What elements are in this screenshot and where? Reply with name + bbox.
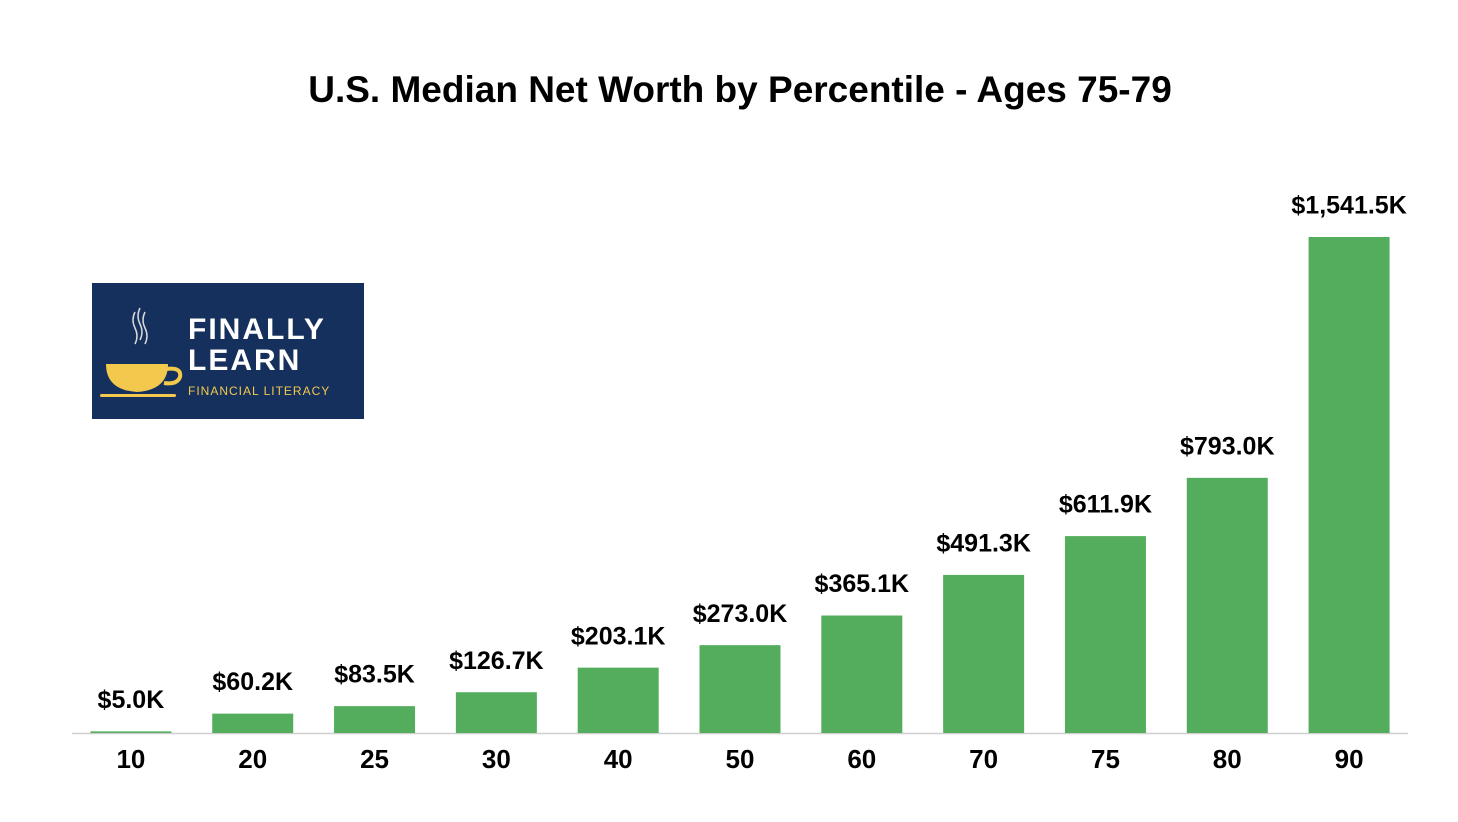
logo-tagline: FINANCIAL LITERACY: [188, 384, 330, 398]
bar: [455, 692, 537, 733]
x-tick-label: 50: [726, 744, 755, 774]
bar: [577, 667, 659, 733]
bar: [1186, 477, 1268, 733]
x-tick-label: 20: [238, 744, 267, 774]
x-tick-label: 60: [847, 744, 876, 774]
bar: [1308, 237, 1390, 733]
logo-cup-handle: [163, 366, 183, 386]
logo: FINALLY LEARN FINANCIAL LITERACY: [92, 283, 364, 419]
logo-steam: [132, 307, 148, 345]
value-label: $491.3K: [936, 530, 1031, 558]
value-label: $83.5K: [334, 661, 415, 689]
value-label: $203.1K: [571, 622, 666, 650]
x-tick-label: 80: [1213, 744, 1242, 774]
bar: [90, 731, 172, 733]
logo-cup: [106, 364, 168, 392]
x-tick-label: 30: [482, 744, 511, 774]
x-tick-label: 75: [1091, 744, 1120, 774]
bar: [1064, 536, 1146, 733]
value-label: $1,541.5K: [1291, 192, 1406, 220]
bar: [943, 574, 1025, 733]
bar: [334, 706, 416, 733]
x-tick-label: 25: [360, 744, 389, 774]
x-tick-label: 10: [116, 744, 145, 774]
bar: [212, 713, 294, 733]
logo-saucer: [100, 394, 176, 397]
logo-text: LEARN: [188, 344, 301, 377]
value-label: $793.0K: [1180, 432, 1275, 460]
value-label: $126.7K: [449, 647, 544, 675]
chart-title: U.S. Median Net Worth by Percentile - Ag…: [308, 69, 1172, 110]
x-tick-label: 70: [969, 744, 998, 774]
value-label: $60.2K: [212, 668, 293, 696]
x-tick-label: 90: [1335, 744, 1364, 774]
bar: [821, 615, 903, 733]
x-tick-label: 40: [604, 744, 633, 774]
value-label: $365.1K: [815, 570, 910, 598]
value-label: $5.0K: [98, 686, 165, 714]
logo-text: FINALLY: [188, 313, 326, 346]
value-label: $611.9K: [1059, 491, 1152, 519]
value-label: $273.0K: [693, 600, 788, 628]
bar: [699, 645, 781, 733]
